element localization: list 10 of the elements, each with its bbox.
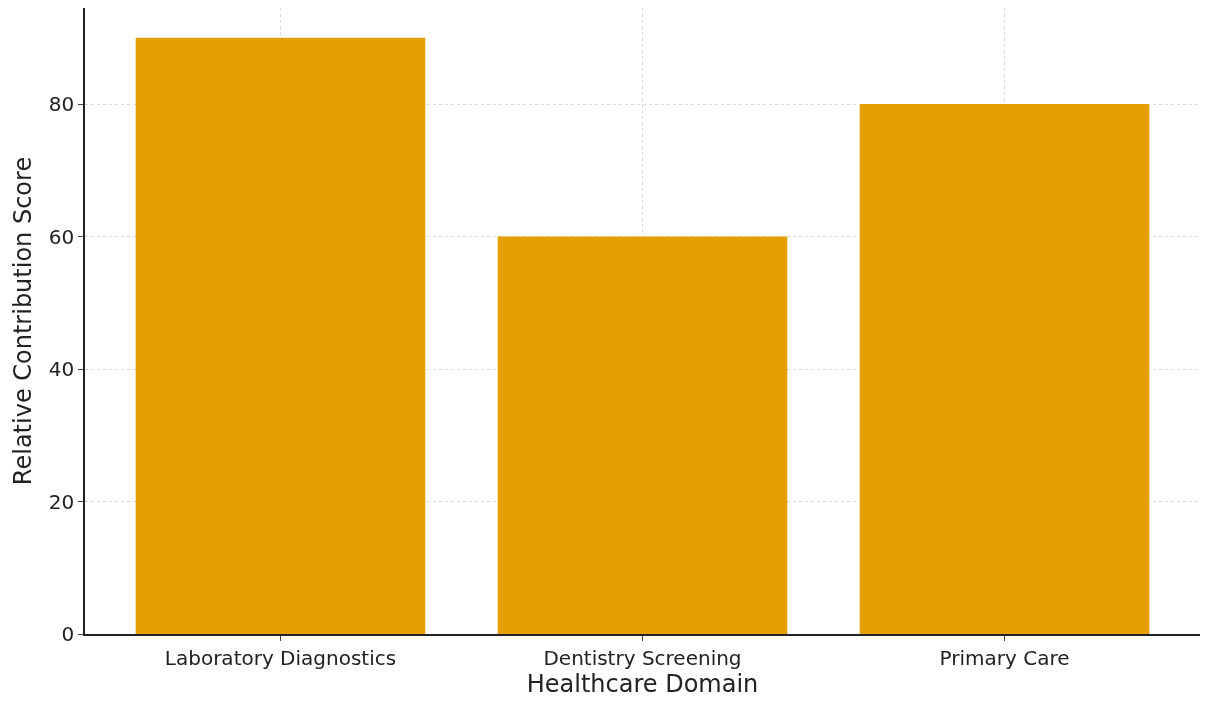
x-tick-label: Primary Care [939,645,1070,670]
y-tick-label: 40 [48,357,75,382]
y-tick-label: 20 [48,489,75,514]
y-tick-label: 80 [48,92,75,117]
y-tick-label: 0 [61,622,75,646]
x-axis-title: Healthcare Domain [526,669,759,698]
y-tick-label: 60 [48,224,75,249]
x-tick-label: Dentistry Screening [543,645,742,670]
y-axis-title: Relative Contribution Score [9,156,38,486]
x-tick-label: Laboratory Diagnostics [164,645,397,670]
